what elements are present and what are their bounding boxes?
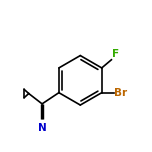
Text: N: N <box>38 123 47 133</box>
Text: Br: Br <box>114 88 128 98</box>
Text: F: F <box>112 49 119 59</box>
